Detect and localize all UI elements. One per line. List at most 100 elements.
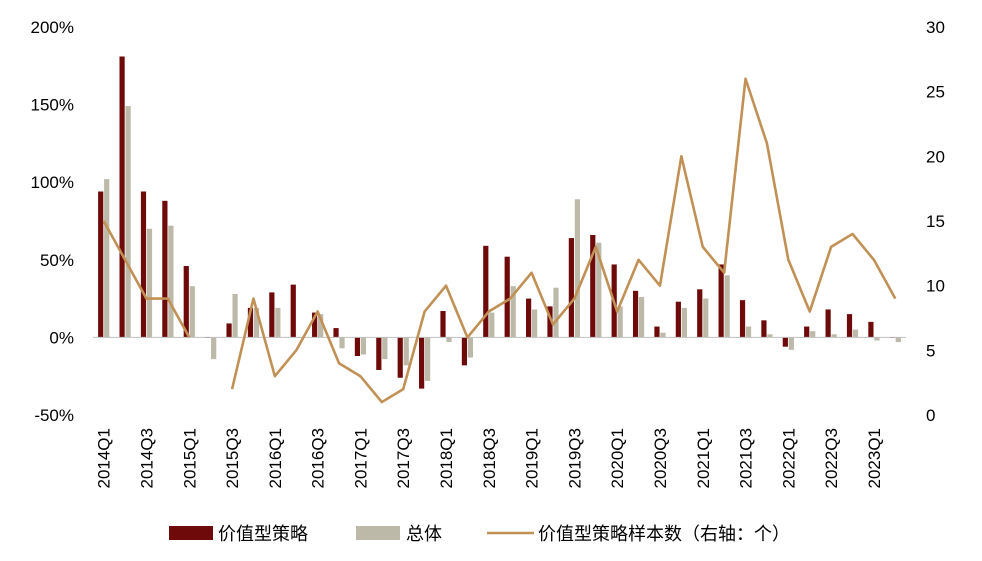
x-axis-tick-label: 2021Q3 bbox=[737, 428, 756, 489]
bar-value-strategy-2023Q1 bbox=[868, 321, 874, 338]
bar-value-strategy-2015Q1 bbox=[183, 266, 189, 338]
bar-value-strategy-2014Q2 bbox=[119, 56, 125, 338]
bar-overall-2018Q4 bbox=[510, 286, 516, 338]
legend: 价值型策略 总体 价值型策略样本数（右轴：个） bbox=[169, 524, 790, 544]
bar-overall-2015Q4 bbox=[253, 307, 260, 338]
right-axis-tick-labels: 0 5 10 15 20 25 30 bbox=[926, 18, 945, 425]
x-axis-tick-label: 2017Q1 bbox=[351, 428, 370, 489]
bar-value-strategy-2021Q2 bbox=[718, 264, 724, 338]
bar-series-value-strategy bbox=[98, 56, 895, 389]
legend-label-overall: 总体 bbox=[406, 524, 442, 544]
legend-swatch-overall bbox=[356, 526, 400, 540]
left-axis-tick-label: 0% bbox=[49, 328, 74, 347]
bar-overall-2022Q2 bbox=[810, 331, 816, 338]
bar-overall-2016Q4 bbox=[339, 337, 345, 349]
x-axis-tick-label: 2015Q1 bbox=[180, 428, 199, 489]
x-axis-tick-label: 2018Q1 bbox=[437, 428, 456, 489]
bar-overall-2014Q1 bbox=[104, 179, 110, 338]
bar-overall-2023Q1 bbox=[874, 337, 880, 341]
bar-overall-2021Q4 bbox=[767, 334, 773, 338]
bar-value-strategy-2018Q3 bbox=[483, 245, 489, 338]
bar-overall-2014Q2 bbox=[125, 106, 131, 338]
bar-overall-2015Q1 bbox=[189, 286, 195, 338]
line-series-sample-count bbox=[102, 77, 897, 404]
bar-overall-2017Q2 bbox=[382, 337, 388, 360]
bar-value-strategy-2022Q2 bbox=[804, 326, 810, 338]
bar-overall-2017Q1 bbox=[360, 337, 367, 355]
line-sample-count-segment-1 bbox=[102, 220, 191, 339]
bar-overall-2018Q3 bbox=[489, 312, 495, 338]
x-axis-tick-label: 2014Q1 bbox=[95, 428, 114, 489]
x-axis-tick-label: 2016Q3 bbox=[309, 428, 328, 489]
bar-overall-2021Q3 bbox=[745, 326, 752, 338]
bar-overall-2020Q1 bbox=[617, 306, 623, 338]
bar-overall-2018Q1 bbox=[446, 337, 452, 343]
bar-overall-2014Q3 bbox=[146, 228, 153, 338]
bar-overall-2019Q3 bbox=[574, 199, 580, 338]
x-axis-tick-label: 2020Q3 bbox=[651, 428, 670, 489]
right-axis-tick-label: 15 bbox=[926, 212, 945, 231]
bar-value-strategy-2018Q4 bbox=[504, 256, 510, 338]
bar-value-strategy-2017Q2 bbox=[376, 337, 382, 370]
bar-value-strategy-2016Q2 bbox=[290, 284, 296, 338]
bar-value-strategy-2016Q4 bbox=[333, 328, 339, 338]
legend-label-value-strategy: 价值型策略 bbox=[218, 524, 308, 544]
bar-value-strategy-2022Q4 bbox=[846, 314, 853, 338]
bar-overall-2020Q2 bbox=[638, 297, 645, 338]
right-axis-tick-label: 25 bbox=[926, 83, 945, 102]
x-axis-tick-label: 2023Q1 bbox=[865, 428, 884, 489]
x-axis-tick-label: 2022Q1 bbox=[779, 428, 798, 489]
bar-value-strategy-2020Q2 bbox=[632, 290, 639, 338]
bar-overall-2015Q3 bbox=[232, 293, 238, 338]
right-axis-tick-label: 30 bbox=[926, 18, 945, 37]
bar-value-strategy-2018Q1 bbox=[440, 311, 446, 338]
left-axis-tick-label: -50% bbox=[34, 406, 74, 425]
bar-value-strategy-2017Q1 bbox=[354, 337, 361, 357]
bar-value-strategy-2021Q3 bbox=[739, 300, 746, 338]
bar-value-strategy-2019Q3 bbox=[568, 238, 574, 338]
legend-swatch-value-strategy bbox=[169, 526, 213, 540]
bar-series-overall bbox=[104, 106, 901, 381]
bar-value-strategy-2014Q1 bbox=[98, 191, 104, 338]
bar-overall-2015Q2 bbox=[211, 337, 217, 360]
x-axis-tick-label: 2019Q3 bbox=[565, 428, 584, 489]
bar-value-strategy-2015Q3 bbox=[226, 323, 232, 338]
x-axis-tick-label: 2017Q3 bbox=[394, 428, 413, 489]
left-axis-tick-labels: -50% 0% 50% 100% 150% 200% bbox=[31, 18, 74, 425]
bar-overall-2014Q4 bbox=[168, 225, 174, 338]
x-axis-tick-labels: 2014Q1 2014Q3 2015Q1 2015Q3 2016Q1 2016Q3 2017… bbox=[95, 428, 884, 489]
bar-overall-2018Q2 bbox=[467, 337, 474, 358]
x-axis-tick-label: 2022Q3 bbox=[822, 428, 841, 489]
bar-overall-2020Q4 bbox=[681, 307, 687, 338]
bar-value-strategy-2021Q4 bbox=[761, 320, 767, 338]
bar-value-strategy-2019Q2 bbox=[547, 306, 553, 338]
bar-value-strategy-2017Q4 bbox=[419, 337, 425, 389]
bar-value-strategy-2016Q3 bbox=[312, 312, 318, 338]
bar-overall-2020Q3 bbox=[660, 332, 666, 338]
bar-value-strategy-2022Q3 bbox=[825, 309, 831, 338]
left-axis-tick-label: 150% bbox=[31, 96, 74, 115]
bar-value-strategy-2015Q4 bbox=[247, 307, 254, 338]
bar-overall-2019Q1 bbox=[531, 309, 538, 338]
x-axis-tick-label: 2016Q1 bbox=[266, 428, 285, 489]
bar-value-strategy-2020Q3 bbox=[654, 326, 660, 338]
x-axis-tick-label: 2018Q3 bbox=[480, 428, 499, 489]
right-axis-tick-label: 5 bbox=[926, 341, 935, 360]
bar-value-strategy-2019Q4 bbox=[590, 234, 596, 338]
x-axis-tick-label: 2014Q3 bbox=[137, 428, 156, 489]
bar-value-strategy-2022Q1 bbox=[782, 337, 788, 347]
left-axis-tick-label: 50% bbox=[40, 251, 74, 270]
x-axis-tick-label: 2020Q1 bbox=[608, 428, 627, 489]
bar-value-strategy-2019Q1 bbox=[525, 298, 532, 338]
bar-value-strategy-2016Q1 bbox=[269, 292, 275, 338]
legend-label-sample-count: 价值型策略样本数（右轴：个） bbox=[538, 524, 790, 544]
bar-overall-2016Q3 bbox=[318, 314, 324, 338]
bar-overall-2022Q4 bbox=[852, 329, 859, 338]
bar-overall-2017Q4 bbox=[425, 337, 431, 381]
bar-overall-2023Q2 bbox=[895, 337, 901, 343]
right-axis-tick-label: 10 bbox=[926, 277, 945, 296]
right-axis-tick-label: 20 bbox=[926, 147, 945, 166]
line-sample-count-segment-2 bbox=[230, 77, 897, 404]
bar-overall-2021Q1 bbox=[703, 298, 709, 338]
